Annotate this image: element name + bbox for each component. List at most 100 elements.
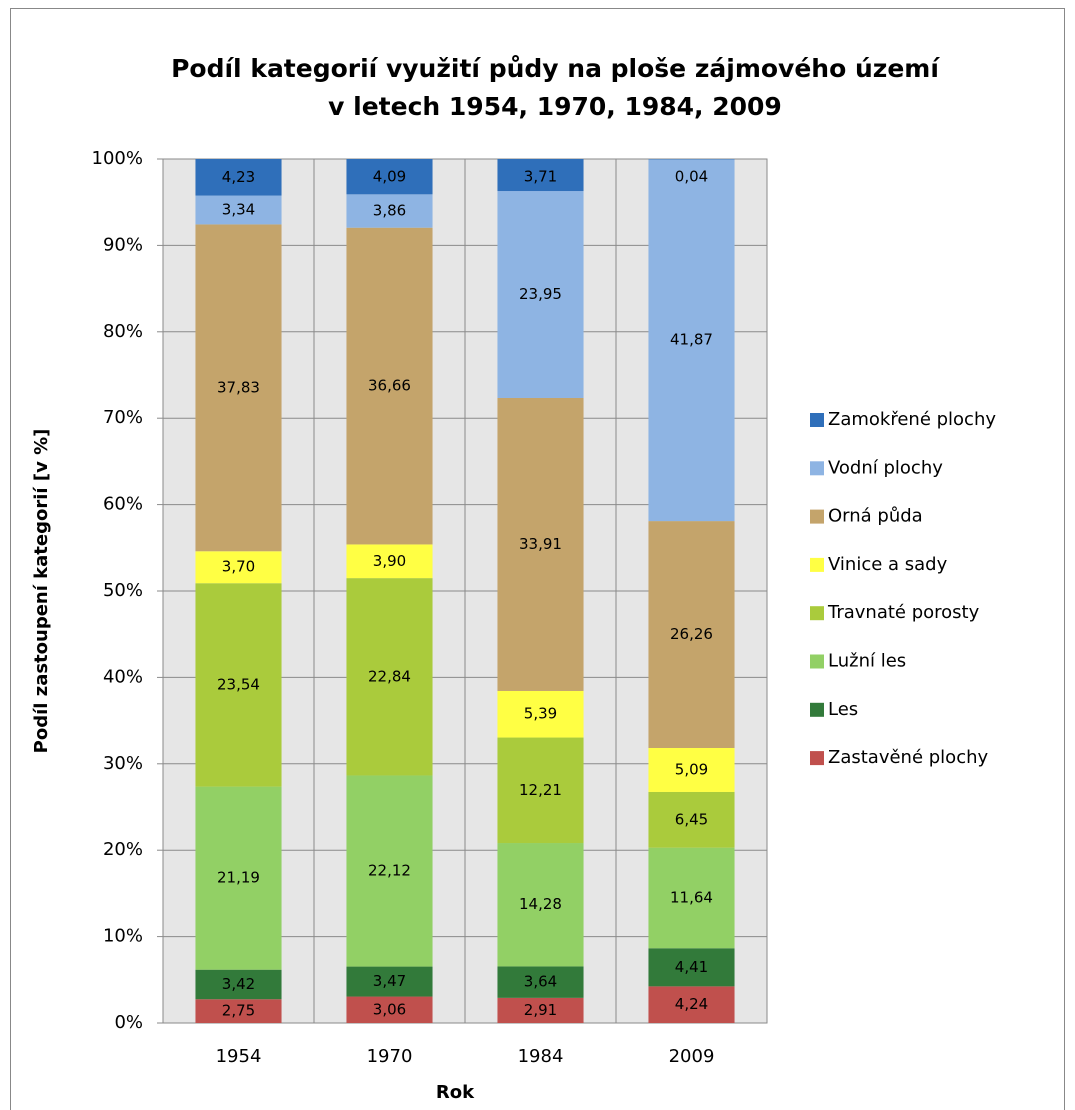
x-tick-label: 1984 xyxy=(518,1046,564,1067)
bar-segment xyxy=(195,999,282,1023)
bar-segment xyxy=(346,578,433,776)
legend-label: Lužní les xyxy=(828,651,906,672)
legend-label: Vodní plochy xyxy=(828,457,943,478)
x-tick-label: 1970 xyxy=(367,1046,413,1067)
bar-segment xyxy=(497,191,584,398)
bar-segment xyxy=(648,847,735,949)
data-label: 5,09 xyxy=(675,760,708,778)
bar-segment xyxy=(648,747,735,792)
bar-segment xyxy=(195,195,282,225)
bar-segment xyxy=(497,159,584,192)
y-axis-label: Podíl zastoupení kategorií [v %] xyxy=(31,429,52,754)
data-label: 22,84 xyxy=(368,667,411,685)
data-label: 2,75 xyxy=(222,1002,255,1020)
bar-segment xyxy=(497,737,584,844)
legend-swatch xyxy=(810,461,824,476)
legend-label: Zastavěné plochy xyxy=(828,747,989,768)
y-tick-label: 40% xyxy=(103,666,143,687)
data-label: 3,71 xyxy=(524,168,557,186)
bar-segment xyxy=(346,159,433,195)
bar-segment xyxy=(497,397,584,691)
y-tick-label: 80% xyxy=(103,321,143,342)
y-tick-label: 10% xyxy=(103,926,143,947)
data-label: 21,19 xyxy=(217,869,260,887)
data-label: 4,41 xyxy=(675,958,708,976)
bar-segment xyxy=(195,159,282,196)
chart-title: v letech 1954, 1970, 1984, 2009 xyxy=(328,92,782,121)
bar-segment xyxy=(195,224,282,552)
legend-label: Les xyxy=(828,699,858,720)
chart-title: Podíl kategorií využití půdy na ploše zá… xyxy=(171,54,940,83)
data-label: 3,86 xyxy=(373,202,406,220)
data-label: 3,90 xyxy=(373,552,406,570)
data-label: 23,95 xyxy=(519,285,562,303)
data-label: 3,64 xyxy=(524,973,557,991)
bar-segment xyxy=(195,786,282,970)
data-label: 4,24 xyxy=(675,995,708,1013)
bar-segment xyxy=(497,690,584,738)
bar-segment xyxy=(346,775,433,967)
y-tick-label: 60% xyxy=(103,494,143,515)
legend-swatch xyxy=(810,557,824,572)
x-tick-label: 2009 xyxy=(669,1046,715,1067)
bar-segment xyxy=(346,996,433,1023)
data-label: 23,54 xyxy=(217,675,260,693)
legend-swatch xyxy=(810,509,824,524)
data-label: 3,42 xyxy=(222,975,255,993)
bar-segment xyxy=(497,997,584,1023)
bar-segment xyxy=(497,843,584,967)
bar-segment xyxy=(346,227,433,545)
data-label: 26,26 xyxy=(670,625,713,643)
bar-segment xyxy=(648,159,735,522)
y-tick-label: 30% xyxy=(103,753,143,774)
bar-segment xyxy=(195,969,282,1000)
bar-segment xyxy=(195,551,282,584)
data-label: 3,70 xyxy=(222,558,255,576)
data-label: 6,45 xyxy=(675,810,708,828)
y-tick-label: 90% xyxy=(103,234,143,255)
legend-swatch xyxy=(810,751,824,766)
data-label: 3,47 xyxy=(373,972,406,990)
data-label: 3,34 xyxy=(222,200,255,218)
legend-swatch xyxy=(810,702,824,717)
y-tick-label: 50% xyxy=(103,580,143,601)
data-label: 41,87 xyxy=(670,331,713,349)
data-label: 3,06 xyxy=(373,1000,406,1018)
bar-segment xyxy=(648,948,735,987)
data-label: 4,09 xyxy=(373,168,406,186)
bar-segment xyxy=(195,583,282,787)
bar-segment xyxy=(648,986,735,1023)
x-axis-label: Rok xyxy=(436,1082,475,1103)
data-label: 4,23 xyxy=(222,168,255,186)
bar-segment xyxy=(497,966,584,998)
x-tick-label: 1954 xyxy=(216,1046,262,1067)
bar-segment xyxy=(346,544,433,579)
legend-label: Travnaté porosty xyxy=(827,602,980,623)
data-label: 5,39 xyxy=(524,705,557,723)
data-label: 12,21 xyxy=(519,781,562,799)
legend-swatch xyxy=(810,413,824,427)
legend-swatch xyxy=(810,606,824,621)
legend-swatch xyxy=(810,654,824,669)
data-label: 22,12 xyxy=(368,862,411,880)
bar-segment xyxy=(648,791,735,848)
legend-label: Zamokřené plochy xyxy=(828,409,996,430)
bar-segment xyxy=(648,521,735,748)
y-tick-label: 20% xyxy=(103,839,143,860)
legend-label: Orná půda xyxy=(828,506,923,527)
data-label: 14,28 xyxy=(519,895,562,913)
y-tick-label: 100% xyxy=(92,148,143,169)
bar-segment xyxy=(346,194,433,228)
data-label: 36,66 xyxy=(368,377,411,395)
y-tick-label: 70% xyxy=(103,407,143,428)
legend-label: Vinice a sady xyxy=(828,554,948,575)
y-tick-label: 0% xyxy=(114,1012,143,1033)
data-label: 0,04 xyxy=(675,168,708,186)
data-label: 33,91 xyxy=(519,535,562,553)
data-label: 2,91 xyxy=(524,1001,557,1019)
data-label: 11,64 xyxy=(670,888,713,906)
data-label: 37,83 xyxy=(217,378,260,396)
bar-segment xyxy=(346,966,433,997)
